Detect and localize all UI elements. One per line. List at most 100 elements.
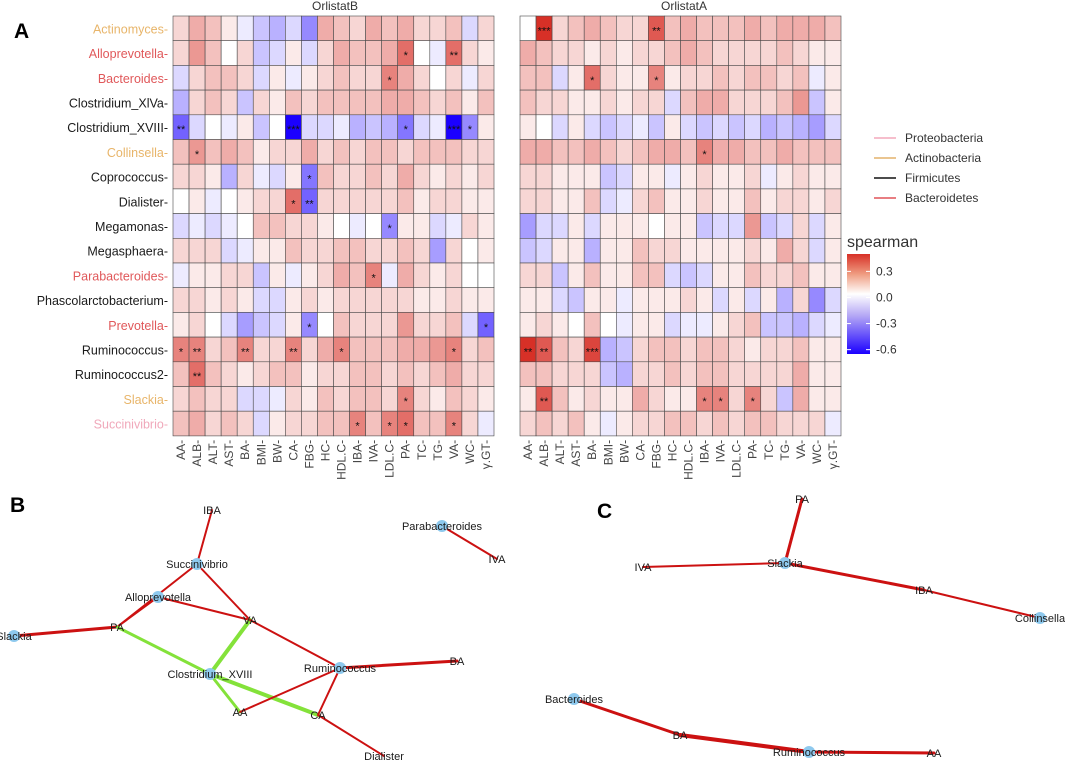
- orlistat-a-cell: [648, 139, 665, 165]
- orlistat-a-cell: [519, 361, 537, 387]
- orlistat-b-cell: [461, 287, 479, 313]
- orlistat-a-cell: [567, 386, 585, 412]
- orlistat-b-cell: [204, 15, 222, 42]
- orlistat-b-cell: [365, 89, 382, 116]
- orlistat-a-cell: [744, 336, 762, 363]
- orlistat-b-cell: [477, 262, 495, 289]
- orlistat-a-cell: [567, 89, 585, 116]
- orlistat-a-cell: [824, 15, 842, 42]
- orlistat-b-cell: [429, 114, 447, 140]
- network-b-node-label: IVA: [489, 554, 507, 566]
- orlistat-a-cell: [599, 361, 617, 387]
- orlistat-b-cell: [285, 262, 302, 289]
- spearman-tick-label: 0.3: [876, 264, 893, 278]
- orlistat-b-cell: [252, 312, 270, 338]
- orlistat-b-cell: [413, 89, 431, 116]
- orlistat-b-cell: [188, 262, 206, 289]
- orlistat-b-cell: [445, 238, 463, 264]
- orlistat-a-cell: [824, 336, 842, 363]
- orlistat-b-cell: [301, 213, 318, 239]
- taxon-label: Megasphaera-: [87, 245, 168, 259]
- orlistat-a-cell: [760, 40, 778, 66]
- orlistat-a-cell: [776, 238, 794, 264]
- orlistat-b-cell: [381, 386, 398, 412]
- orlistat-b-cell: [268, 40, 286, 66]
- orlistat-b-cell: [285, 139, 302, 165]
- orlistat-b-cell: [349, 386, 366, 412]
- orlistat-a-cell: [519, 188, 537, 214]
- orlistat-b-cell: [461, 386, 479, 412]
- orlistat-b-cell: [365, 114, 382, 140]
- orlistat-a-cell: [808, 114, 826, 140]
- orlistat-a-cell: [744, 287, 762, 313]
- orlistat-b-cell: [317, 188, 334, 214]
- orlistat-a-cell: [551, 15, 569, 42]
- orlistat-a-cell: [632, 114, 649, 140]
- orlistat-b-cell: [172, 40, 190, 66]
- orlistat-a-cell: [664, 238, 681, 264]
- orlistat-a-cell: [535, 114, 553, 140]
- orlistat-a-cell: [519, 213, 537, 239]
- orlistat-b-cell: [236, 15, 254, 42]
- orlistat-a-cell: [776, 139, 794, 165]
- orlistat-a-cell: [632, 361, 649, 387]
- orlistat-a-cell: [776, 163, 794, 190]
- orlistat-a-cell: [776, 410, 794, 437]
- orlistat-b-cell: [236, 139, 254, 165]
- orlistat-b-cell: [220, 89, 238, 116]
- orlistat-b-column-label: LDL.C-: [383, 440, 397, 478]
- orlistat-b-cell: [188, 188, 206, 214]
- orlistat-b-cell: [429, 386, 447, 412]
- orlistat-a-column-label: HDL.C-: [682, 440, 696, 480]
- orlistat-a-cell: [712, 410, 729, 437]
- orlistat-b-cell: [268, 287, 286, 313]
- orlistat-a-cell: [583, 40, 601, 66]
- orlistat-b-significance-mark: **: [289, 346, 298, 358]
- orlistat-b-cell: [397, 361, 415, 387]
- taxon-label: Coprococcus-: [91, 171, 168, 185]
- orlistat-b-cell: [413, 188, 431, 214]
- orlistat-a-cell: [792, 262, 810, 289]
- orlistat-b-cell: [445, 15, 463, 42]
- orlistat-a-cell: [728, 312, 746, 338]
- spearman-tick-label: -0.6: [876, 343, 897, 357]
- orlistat-b-significance-mark: *: [195, 149, 200, 161]
- orlistat-a-cell: [519, 139, 537, 165]
- orlistat-b-cell: [477, 40, 495, 66]
- orlistat-a-cell: [615, 287, 633, 313]
- orlistat-a-cell: [728, 139, 746, 165]
- orlistat-a-cell: [599, 188, 617, 214]
- orlistat-b-cell: [349, 312, 366, 338]
- orlistat-b-cell: [333, 213, 350, 239]
- orlistat-a-cell: [792, 65, 810, 91]
- orlistat-b-cell: [365, 312, 382, 338]
- orlistat-b-cell: [172, 213, 190, 239]
- orlistat-b-cell: [413, 312, 431, 338]
- orlistat-b-cell: [461, 213, 479, 239]
- orlistat-b-cell: [301, 361, 318, 387]
- panel-label-a: A: [14, 20, 29, 43]
- orlistat-b-significance-mark: *: [339, 346, 344, 358]
- orlistat-a-cell: [632, 336, 649, 363]
- orlistat-a-cell: [744, 163, 762, 190]
- orlistat-a-cell: [632, 40, 649, 66]
- orlistat-b-cell: [477, 89, 495, 116]
- orlistat-b-column-label: ALB-: [190, 440, 204, 467]
- orlistat-a-cell: [551, 213, 569, 239]
- orlistat-a-cell: [615, 336, 633, 363]
- orlistat-a-cell: [696, 89, 713, 116]
- orlistat-b-cell: [461, 65, 479, 91]
- heatmap-title-b: OrlistatB: [312, 0, 358, 13]
- orlistat-b-cell: [461, 238, 479, 264]
- orlistat-b-cell: [220, 114, 238, 140]
- spearman-legend: spearman 0.3 0.0 -0.3 -0.6: [847, 234, 918, 357]
- orlistat-b-cell: [397, 188, 415, 214]
- orlistat-a-cell: [824, 213, 842, 239]
- orlistat-a-cell: [808, 361, 826, 387]
- network-c-edge: [807, 750, 936, 755]
- spearman-colorbar: [847, 254, 870, 354]
- orlistat-a-cell: [824, 386, 842, 412]
- orlistat-a-cell: [776, 287, 794, 313]
- taxon-label: Prevotella-: [108, 319, 168, 333]
